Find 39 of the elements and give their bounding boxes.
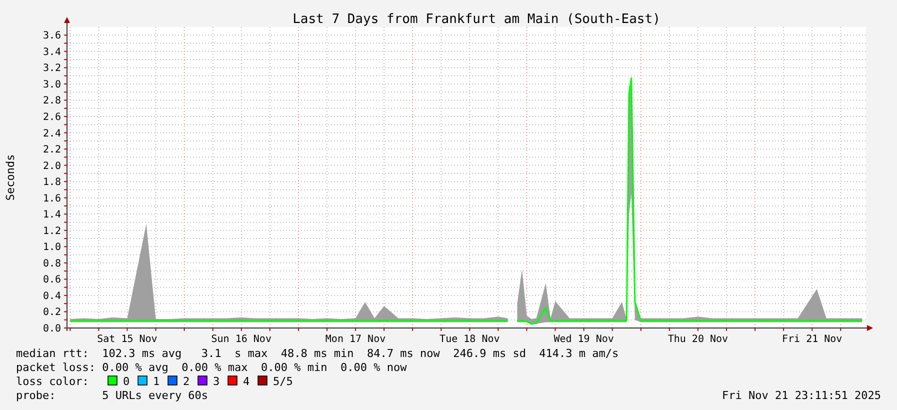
- y-tick-label: 1.4: [42, 210, 61, 221]
- legend-title: loss color:: [16, 375, 89, 388]
- y-tick-label: 2.2: [42, 144, 61, 156]
- x-tick-label: Sat 15 Nov: [97, 334, 158, 345]
- legend-label: 5/5: [273, 375, 293, 388]
- text: Fri Nov 21 23:11:51 2025: [722, 389, 881, 402]
- y-tick-label: 1.6: [42, 193, 61, 204]
- legend-label: 0: [123, 375, 130, 388]
- legend-label: 2: [183, 375, 190, 388]
- y-tick-label: 0.2: [42, 307, 61, 318]
- chart-title: Last 7 Days from Frankfurt am Main (South-East): [292, 12, 660, 27]
- legend-label: 3: [213, 375, 220, 388]
- y-tick-label: 2.0: [42, 160, 61, 172]
- x-tick-label: Mon 17 Nov: [325, 334, 386, 345]
- y-tick-label: 1.0: [42, 242, 61, 254]
- y-tick-label: 3.6: [42, 30, 61, 42]
- y-tick-label: 1.8: [42, 177, 61, 188]
- x-tick-label: Fri 21 Nov: [782, 334, 842, 345]
- x-tick-label: Sun 16 Nov: [211, 334, 272, 345]
- y-tick-label: 3.0: [42, 79, 61, 90]
- legend-label: 4: [243, 375, 250, 388]
- x-tick-label: Thu 20 Nov: [668, 334, 728, 345]
- text: median rtt: 102.3 ms avg 3.1 s max 48.8 ms min 84.7 ms now 246.9 ms sd 414.3 m am/s: [16, 347, 619, 360]
- x-tick-label: Tue 18 Nov: [440, 334, 500, 345]
- x-tick-label: Wed 19 Nov: [554, 334, 614, 345]
- text: probe: 5 URLs every 60s: [16, 389, 208, 402]
- y-tick-label: 0.4: [42, 290, 61, 302]
- y-tick-label: 3.4: [42, 46, 61, 58]
- y-tick-label: 1.2: [42, 226, 61, 237]
- y-tick-label: 2.4: [42, 128, 61, 140]
- y-axis-title: Seconds: [4, 154, 17, 201]
- legend-label: 1: [153, 375, 160, 388]
- text: packet loss: 0.00 % avg 0.00 % max 0.00 % min 0.00 % now: [16, 361, 408, 374]
- y-tick-label: 2.6: [42, 112, 61, 123]
- y-tick-label: 0.0: [42, 324, 61, 334]
- y-tick-label: 0.6: [42, 274, 61, 286]
- y-tick-label: 3.2: [42, 63, 61, 74]
- y-tick-label: 2.8: [42, 96, 61, 107]
- y-tick-label: 0.8: [42, 258, 61, 270]
